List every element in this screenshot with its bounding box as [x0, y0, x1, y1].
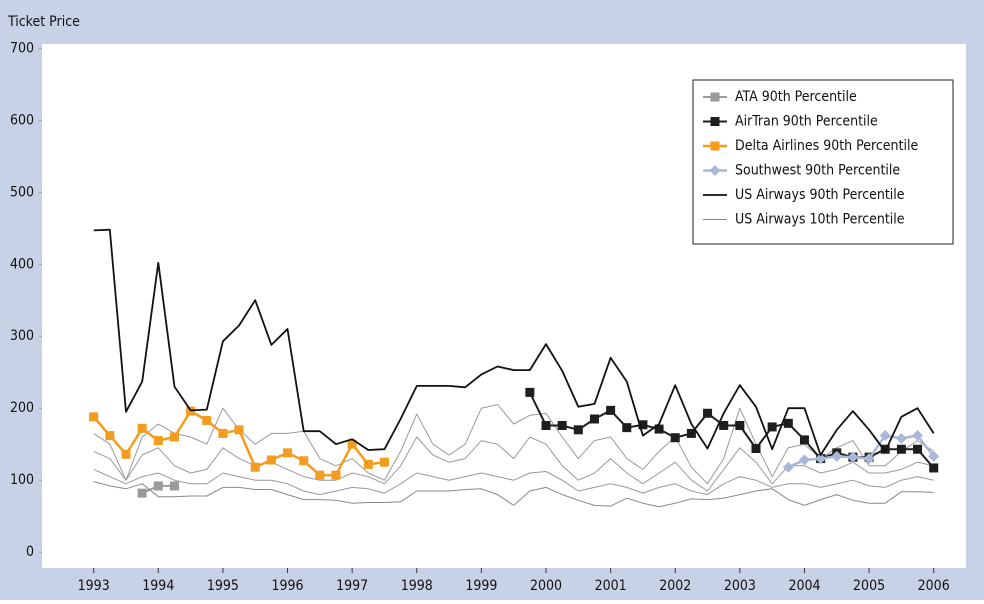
x-tick-label: 2000 — [530, 578, 562, 594]
marker — [847, 451, 859, 463]
marker — [831, 450, 843, 462]
y-tick-label: 100 — [10, 472, 34, 488]
x-tick-label: 1998 — [401, 578, 433, 594]
marker — [719, 420, 729, 430]
marker — [169, 481, 179, 491]
marker — [250, 462, 260, 472]
marker — [767, 422, 777, 432]
marker — [589, 414, 599, 424]
marker — [137, 423, 147, 433]
y-tick-label: 700 — [10, 40, 34, 56]
x-tick-label: 2004 — [788, 578, 820, 594]
series-line — [787, 434, 935, 469]
marker — [89, 412, 99, 422]
x-tick-label: 2006 — [918, 578, 950, 594]
legend-label: ATA 90th Percentile — [735, 89, 857, 105]
y-tick-label: 300 — [10, 328, 34, 344]
marker — [815, 453, 827, 465]
marker — [557, 420, 567, 430]
marker — [782, 461, 794, 473]
legend-label: US Airways 10th Percentile — [735, 212, 905, 228]
marker — [670, 433, 680, 443]
marker — [913, 444, 923, 454]
marker — [895, 432, 907, 444]
marker — [710, 141, 720, 151]
marker — [929, 463, 939, 473]
series-line — [93, 228, 935, 456]
x-tick-label: 2001 — [595, 578, 627, 594]
marker — [622, 423, 632, 433]
marker — [686, 428, 696, 438]
marker — [709, 165, 721, 176]
legend: ATA 90th Percentile AirTran 90th Percenti… — [692, 79, 954, 245]
marker — [153, 481, 163, 491]
series-line — [93, 404, 934, 485]
marker — [331, 470, 341, 480]
marker — [234, 425, 244, 435]
legend-label: Southwest 90th Percentile — [735, 163, 900, 179]
legend-label: AirTran 90th Percentile — [735, 114, 878, 130]
series-line — [93, 468, 934, 496]
legend-label: US Airways 90th Percentile — [735, 187, 905, 203]
x-tick-label: 2003 — [724, 578, 756, 594]
x-tick-label: 2005 — [853, 578, 885, 594]
marker — [347, 439, 357, 449]
marker — [315, 470, 325, 480]
marker — [218, 428, 228, 438]
marker — [363, 459, 373, 469]
marker — [137, 488, 147, 498]
marker — [202, 415, 212, 425]
y-axis-label: Ticket Price — [7, 14, 80, 30]
x-tick-label: 1997 — [336, 578, 368, 594]
marker — [654, 424, 664, 434]
x-tick-label: 1994 — [142, 578, 174, 594]
marker — [541, 420, 551, 430]
marker — [751, 444, 761, 454]
marker — [710, 92, 720, 102]
marker — [863, 453, 875, 465]
marker — [299, 456, 309, 466]
marker — [153, 436, 163, 446]
marker — [525, 387, 535, 397]
y-tick-label: 0 — [26, 544, 34, 560]
marker — [606, 405, 616, 415]
marker — [379, 457, 389, 467]
marker — [105, 431, 115, 441]
marker — [928, 450, 940, 462]
y-tick-label: 600 — [10, 112, 34, 128]
x-tick-label: 1999 — [465, 578, 497, 594]
y-tick-label: 500 — [10, 184, 34, 200]
marker — [573, 425, 583, 435]
marker — [121, 449, 131, 459]
x-tick-label: 1993 — [78, 578, 110, 594]
marker — [710, 117, 720, 126]
marker — [169, 432, 179, 442]
x-tick-label: 2002 — [659, 578, 691, 594]
series-line — [93, 481, 934, 508]
marker — [879, 430, 891, 442]
marker — [283, 448, 293, 458]
x-tick-label: 1996 — [272, 578, 304, 594]
marker — [735, 420, 745, 430]
y-tick-label: 200 — [10, 400, 34, 416]
marker — [912, 430, 924, 442]
legend-box — [692, 79, 954, 245]
marker — [799, 435, 809, 445]
y-tick-label: 400 — [10, 256, 34, 272]
marker — [798, 454, 810, 466]
x-tick-label: 1995 — [207, 578, 239, 594]
legend-label: Delta Airlines 90th Percentile — [735, 138, 918, 154]
marker — [638, 420, 648, 430]
marker — [703, 408, 713, 418]
marker — [783, 418, 793, 428]
marker — [896, 444, 906, 454]
marker — [266, 455, 276, 465]
